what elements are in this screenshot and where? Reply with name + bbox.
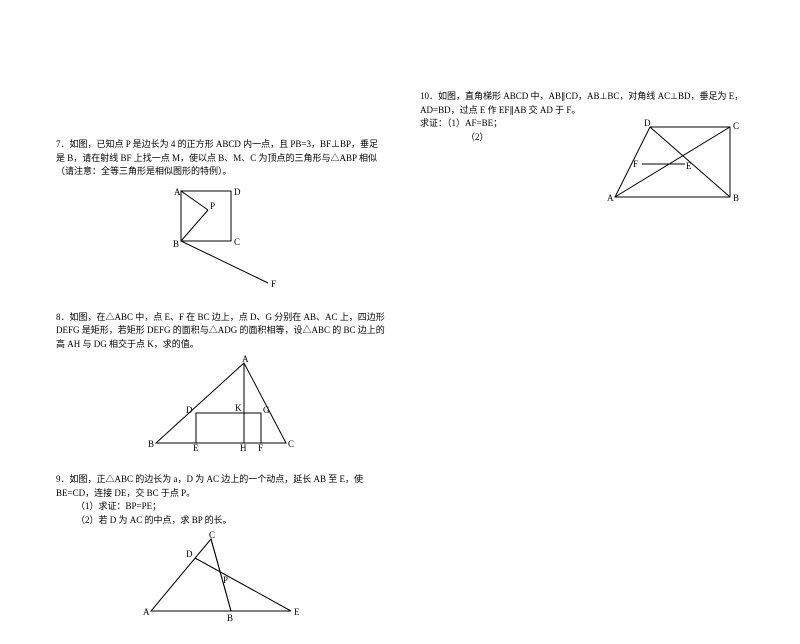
problem-9-figure-wrap: A B C D E P — [56, 531, 386, 626]
label-C8: C — [288, 439, 294, 449]
label-C9: C — [209, 531, 215, 540]
problem-7: 7．如图，已知点 P 是边长为 4 的正方形 ABCD 内一点，且 PB=3，B… — [56, 138, 386, 293]
label-A9: A — [143, 607, 150, 617]
problem-8-figure-wrap: A B C D E F G H K — [56, 355, 386, 455]
label-D10: D — [644, 118, 651, 128]
label-K8: K — [235, 403, 242, 413]
problem-10: 10．如图，直角梯形 ABCD 中，AB∥CD，AB⊥BC，对角线 AC⊥BD，… — [420, 90, 750, 212]
label-F: F — [271, 279, 276, 289]
problem-9: 9．如图，正△ABC 的边长为 a，D 为 AC 边上的一个动点，延长 AB 至… — [56, 473, 386, 626]
right-column: 10．如图，直角梯形 ABCD 中，AB∥CD，AB⊥BC，对角线 AC⊥BD，… — [420, 90, 750, 230]
label-F8: F — [258, 443, 263, 453]
label-A: A — [174, 187, 181, 197]
label-A10: A — [607, 193, 614, 203]
label-A8: A — [242, 355, 249, 364]
problem-8: 8．如图，在△ABC 中，点 E、F 在 BC 边上，点 D、G 分别在 AB、… — [56, 311, 386, 456]
label-D9: D — [186, 549, 193, 559]
problem-9-sub1: （1）求证：BP=PE； — [56, 500, 386, 514]
label-B10: B — [733, 193, 739, 203]
label-F10: F — [633, 159, 638, 169]
problem-7-text: 7．如图，已知点 P 是边长为 4 的正方形 ABCD 内一点，且 PB=3，B… — [56, 138, 386, 179]
label-G8: G — [263, 405, 270, 415]
label-E9: E — [294, 607, 300, 617]
problem-7-figure: A D B C P F — [146, 183, 296, 293]
label-B8: B — [148, 439, 154, 449]
problem-8-figure: A B C D E F G H K — [136, 355, 306, 455]
label-H8: H — [240, 443, 247, 453]
problem-10-figure: A B C D E F — [600, 117, 750, 212]
label-B9: B — [227, 613, 233, 623]
label-D8: D — [186, 405, 193, 415]
label-B: B — [173, 239, 179, 249]
left-column: 7．如图，已知点 P 是边长为 4 的正方形 ABCD 内一点，且 PB=3，B… — [56, 138, 386, 644]
problem-9-figure: A B C D E P — [131, 531, 311, 626]
label-C10: C — [733, 121, 739, 131]
label-C: C — [234, 237, 240, 247]
problem-9-text: 9．如图，正△ABC 的边长为 a，D 为 AC 边上的一个动点，延长 AB 至… — [56, 473, 386, 500]
label-P9: P — [223, 575, 228, 585]
problem-9-sub2: （2）若 D 为 AC 的中点，求 BP 的长。 — [56, 514, 386, 528]
label-E8: E — [193, 443, 199, 453]
label-P: P — [210, 201, 215, 211]
label-E10: E — [686, 161, 692, 171]
problem-10-text: 10．如图，直角梯形 ABCD 中，AB∥CD，AB⊥BC，对角线 AC⊥BD，… — [420, 90, 750, 117]
label-D: D — [234, 187, 241, 197]
problem-8-text: 8．如图，在△ABC 中，点 E、F 在 BC 边上，点 D、G 分别在 AB、… — [56, 311, 386, 352]
problem-7-figure-wrap: A D B C P F — [56, 183, 386, 293]
